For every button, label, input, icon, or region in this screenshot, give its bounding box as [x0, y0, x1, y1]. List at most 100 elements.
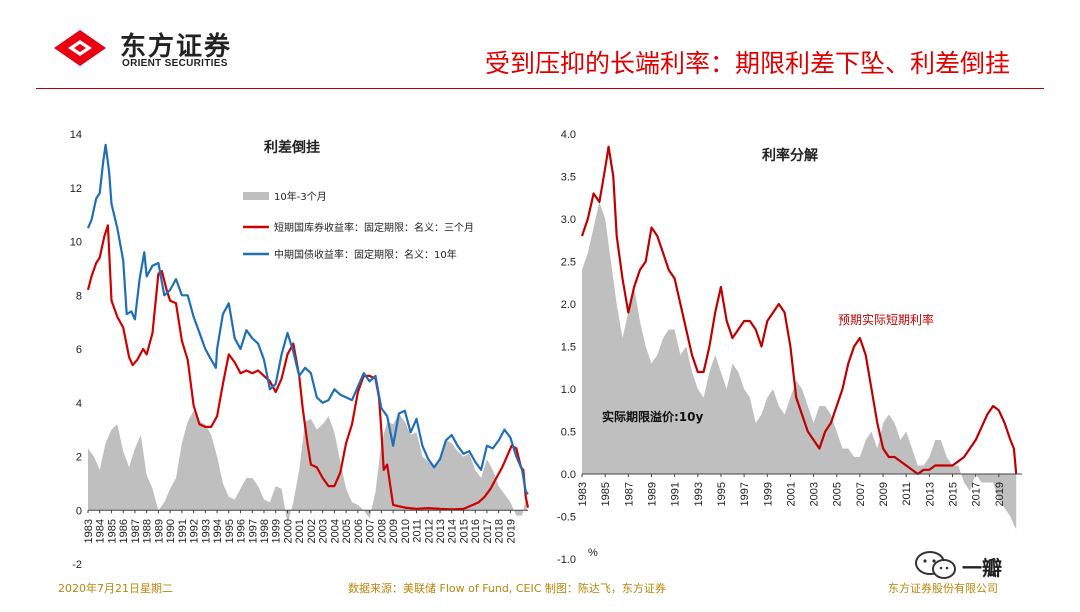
y-tick-label: 3.0 [561, 214, 576, 226]
y-axis-unit: % [588, 547, 598, 559]
series-area [88, 410, 527, 524]
y-tick-label: 2.5 [561, 257, 576, 269]
y-tick-label: 0.5 [561, 427, 576, 439]
x-tick-label: 1985 [106, 519, 118, 543]
watermark: 一瓣 [914, 550, 1054, 580]
x-tick-label: 2013 [924, 482, 936, 506]
x-tick-label: 1992 [189, 519, 201, 543]
wechat-eye [939, 566, 943, 570]
x-tick-label: 2002 [306, 519, 318, 543]
chart-title: 利差倒挂 [264, 139, 320, 156]
x-tick-label: 1995 [716, 482, 728, 506]
annotation-expected-real-rate: 预期实际短期利率 [838, 312, 934, 327]
annotation-term-premium: 实际期限溢价:10y [602, 409, 703, 424]
x-tick-label: 2016 [470, 519, 482, 543]
plot-area: -2 0 2 4 6 8 10 12 14 1983 1984 1985 1986 1987 1988 198… [70, 129, 530, 571]
footer-date: 2020年7月21日星期二 [58, 582, 173, 595]
legend-label-3m: 短期国库券收益率：固定期限：名义：三个月 [274, 221, 474, 234]
x-tick-label: 2015 [948, 482, 960, 506]
page-title: 受到压抑的长端利率：期限利差下坠、利差倒挂 [484, 49, 1010, 78]
x-tick-label: 1996 [236, 519, 248, 543]
y-tick-label: 4 [76, 398, 82, 410]
chart-title: 利率分解 [762, 147, 818, 164]
x-tick-label: 2017 [971, 482, 983, 506]
legend-label-spread: 10年-3个月 [274, 190, 327, 203]
x-tick-label: 2008 [376, 519, 388, 543]
x-tick-label: 2003 [318, 519, 330, 543]
x-tick-label: 1986 [118, 519, 130, 543]
x-tick-label: 1990 [165, 519, 177, 543]
orient-diamond-icon [54, 30, 106, 66]
watermark-text: 一瓣 [962, 556, 1002, 580]
y-tick-label: 6 [76, 344, 82, 356]
plot-area: -1.0 -0.5 0.0 0.5 1.0 1.5 2.0 2.5 3.0 3.5 4.0 1983 1… [557, 129, 1022, 566]
x-tick-label: 1987 [130, 519, 142, 543]
y-tick-label: -1.0 [557, 554, 576, 566]
x-tick-label: 1988 [142, 519, 154, 543]
wechat-eye [932, 559, 936, 563]
x-tick-label: 1991 [177, 519, 189, 543]
wechat-bubble-small [932, 559, 956, 579]
x-tick-label: 1998 [259, 519, 271, 543]
spread-inversion-chart: -2 0 2 4 6 8 10 12 14 1983 1984 1985 1986 1987 1988 198… [70, 129, 530, 571]
x-tick-label: 1983 [577, 482, 589, 506]
x-tick-label: 1989 [153, 519, 165, 543]
series-line [86, 224, 530, 511]
x-tick-label: 1995 [224, 519, 236, 543]
x-tick-label: 1999 [762, 482, 774, 506]
x-tick-label: 2015 [458, 519, 470, 543]
x-tick-label: 2018 [494, 519, 506, 543]
x-tick-label: 1997 [247, 519, 259, 543]
x-tick-label: 1984 [95, 519, 107, 543]
x-tick-label: 1994 [212, 519, 224, 543]
y-tick-label: 4.0 [561, 129, 576, 141]
x-tick-label: 1989 [646, 482, 658, 506]
x-tick-label: 2013 [435, 519, 447, 543]
y-tick-label: 0 [76, 505, 82, 517]
x-tick-label: 1987 [623, 482, 635, 506]
x-tick-label: 2007 [855, 482, 867, 506]
y-tick-label: 0.0 [561, 469, 576, 481]
x-tick-label: 2011 [412, 519, 424, 543]
legend-label-10y: 中期国债收益率：固定期限：名义：10年 [274, 248, 457, 261]
x-tick-label: 2000 [282, 519, 294, 543]
x-tick-label: 2009 [388, 519, 400, 543]
y-tick-label: 12 [70, 183, 82, 195]
footer-source: 数据来源：美联储 Flow of Fund, CEIC 制图：陈达飞，东方证券 [348, 582, 666, 595]
rate-decomposition-chart: -1.0 -0.5 0.0 0.5 1.0 1.5 2.0 2.5 3.0 3.5 4.0 1983 1… [557, 129, 1022, 566]
x-tick-label: 1991 [670, 482, 682, 506]
x-tick-label: 2019 [505, 519, 517, 543]
x-tick-label: 2009 [878, 482, 890, 506]
x-tick-label: 1985 [600, 482, 612, 506]
x-tick-label: 2001 [294, 519, 306, 543]
x-tick-label: 2003 [809, 482, 821, 506]
y-tick-label: 14 [70, 129, 82, 141]
y-tick-label: 1.5 [561, 342, 576, 354]
company-logo: 东方证券 ORIENT SECURITIES [50, 24, 260, 72]
y-tick-label: 1.0 [561, 384, 576, 396]
y-tick-label: -2 [72, 559, 82, 571]
x-tick-label: 1993 [693, 482, 705, 506]
x-tick-label: 2006 [353, 519, 365, 543]
x-tick-label: 2005 [832, 482, 844, 506]
x-tick-label: 1999 [271, 519, 283, 543]
x-tick-label: 2001 [785, 482, 797, 506]
chart-legend: 10年-3个月 短期国库券收益率：固定期限：名义：三个月 中期国债收益率：固定期… [243, 190, 474, 261]
logo-chinese-name: 东方证券 [120, 32, 233, 62]
x-tick-label: 1997 [739, 482, 751, 506]
x-tick-label: 2004 [329, 519, 341, 543]
x-tick-label: 2007 [365, 519, 377, 543]
x-tick-label: 2012 [423, 519, 435, 543]
logo-diamond-shape [54, 30, 106, 66]
x-tick-label: 2011 [901, 482, 913, 506]
logo-english-name: ORIENT SECURITIES [122, 58, 228, 69]
y-tick-label: -0.5 [557, 512, 576, 524]
series-line [580, 145, 1018, 476]
series-area [582, 202, 1017, 530]
wechat-icon [915, 551, 956, 579]
y-tick-label: 8 [76, 290, 82, 302]
wechat-eye [923, 559, 927, 563]
header-divider [36, 88, 1044, 89]
x-tick-label: 2005 [341, 519, 353, 543]
legend-swatch-area [243, 192, 269, 200]
